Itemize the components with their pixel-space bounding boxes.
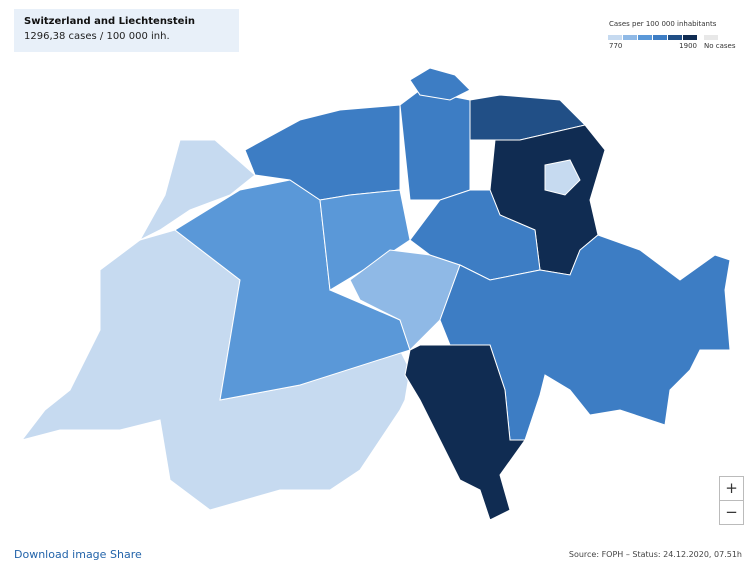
canton[interactable] xyxy=(404,344,526,521)
zoom-out[interactable]: − xyxy=(719,500,744,525)
canton[interactable] xyxy=(409,189,541,281)
canton[interactable] xyxy=(409,67,471,101)
legend-swatch xyxy=(638,35,652,40)
canton[interactable] xyxy=(399,89,471,201)
canton[interactable] xyxy=(544,159,581,196)
legend-min: 770 xyxy=(609,42,622,50)
legend-swatch xyxy=(668,35,682,40)
zoom-in[interactable]: + xyxy=(719,476,744,501)
legend-title: Cases per 100 000 inhabitants xyxy=(609,20,717,28)
info-box: Switzerland and Liechtenstein 1296,38 ca… xyxy=(14,9,239,52)
download-link[interactable]: Download image xyxy=(14,548,107,561)
source: Source: FOPH – Status: 24.12.2020, 07.51… xyxy=(568,550,742,559)
canton[interactable] xyxy=(138,139,256,242)
canton[interactable] xyxy=(20,229,411,511)
legend-swatch xyxy=(608,35,622,40)
legend-swatch xyxy=(623,35,637,40)
legend-swatch xyxy=(653,35,667,40)
share-link[interactable]: Share xyxy=(110,548,142,561)
legend-swatch xyxy=(683,35,697,40)
info-value: 1296,38 cases / 100 000 inh. xyxy=(24,31,170,42)
legend-swatch xyxy=(704,35,718,40)
legend-max: 1900 xyxy=(679,42,697,50)
cantons xyxy=(20,67,731,521)
info-title: Switzerland and Liechtenstein xyxy=(24,16,195,27)
legend-no-cases: No cases xyxy=(704,42,736,50)
legend-swatches xyxy=(608,35,718,40)
